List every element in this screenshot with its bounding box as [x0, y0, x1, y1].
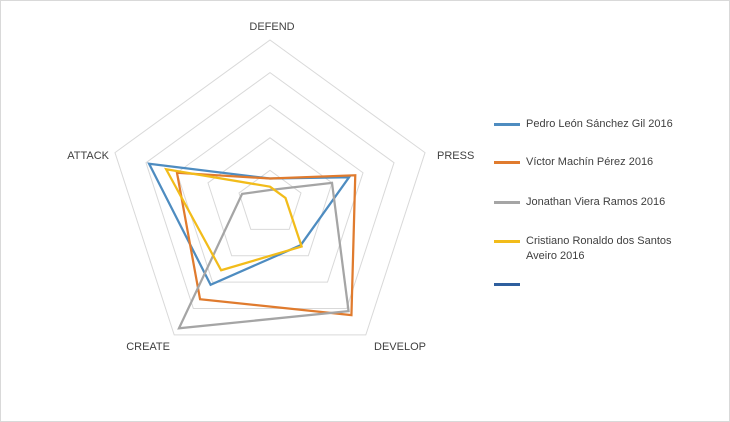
legend-item-1: Pedro León Sánchez Gil 2016 [494, 117, 673, 132]
radar-axis-labels: DEFEND PRESS DEVELOP CREATE ATTACK [67, 21, 474, 353]
radar-series [147, 162, 357, 330]
legend-swatch-5 [494, 283, 520, 286]
legend-swatch-1 [494, 123, 520, 126]
axis-label-attack: ATTACK [67, 150, 109, 162]
grid-ring-1 [238, 169, 302, 230]
axis-label-press: PRESS [437, 150, 474, 162]
series-line-3 [177, 181, 350, 330]
legend-swatch-3 [494, 201, 520, 204]
legend-swatch-2 [494, 161, 520, 164]
grid-ring-4 [145, 71, 395, 309]
legend-item-4: Cristiano Ronaldo dos Santos Aveiro 2016 [494, 234, 694, 264]
axis-label-create: CREATE [126, 341, 170, 353]
grid-ring-2 [207, 137, 333, 257]
legend-item-3: Jonathan Viera Ramos 2016 [494, 195, 665, 210]
legend-item-5 [494, 277, 526, 286]
legend-swatch-4 [494, 240, 520, 243]
grid-ring-3 [176, 104, 364, 283]
legend-label-3: Jonathan Viera Ramos 2016 [526, 196, 666, 208]
axis-label-develop: DEVELOP [374, 341, 426, 353]
series-line-4 [164, 167, 304, 272]
series-line-1 [147, 162, 352, 287]
grid-ring-5 [114, 39, 426, 336]
legend-item-2: Víctor Machín Pérez 2016 [494, 155, 653, 170]
legend-label-2: Víctor Machín Pérez 2016 [526, 156, 654, 168]
legend-label-4: Cristiano Ronaldo dos Santos Aveiro 2016 [526, 235, 672, 262]
axis-label-defend: DEFEND [249, 21, 294, 33]
legend-label-1: Pedro León Sánchez Gil 2016 [526, 118, 673, 130]
